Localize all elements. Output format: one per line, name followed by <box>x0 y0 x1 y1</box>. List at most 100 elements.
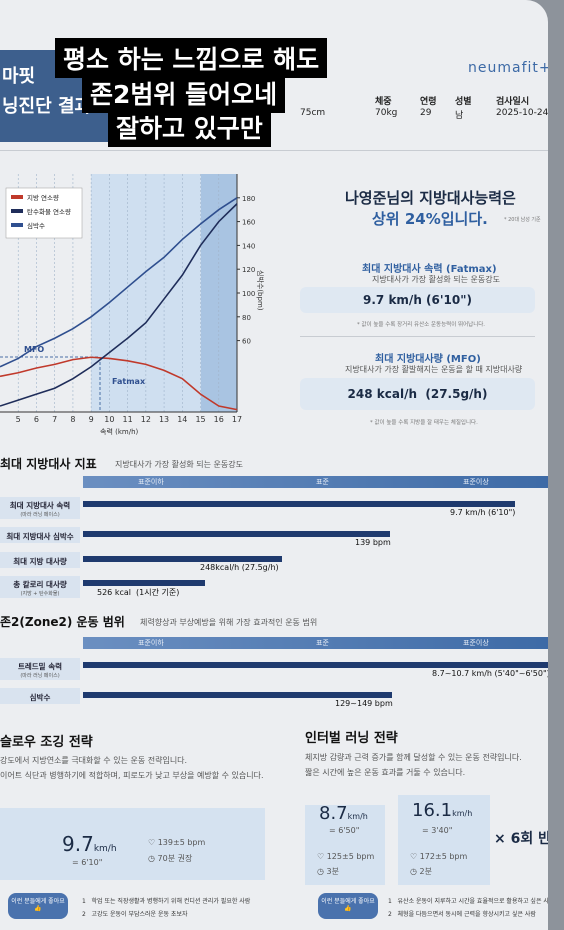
row-label: 최대 지방 대사량 <box>0 552 80 568</box>
bar <box>83 580 205 586</box>
level-label: 표준이상 <box>463 639 489 647</box>
legend-swatch <box>11 209 23 213</box>
row-label-sub: (마라 러닝 페이스) <box>20 673 60 679</box>
time-text: 70분 권장 <box>157 854 193 863</box>
x-tick-label: 12 <box>141 415 151 424</box>
row-value: 8.7~10.7 km/h (5'40"~6'50") <box>432 669 548 678</box>
y-tick-label: 60 <box>242 338 251 346</box>
field-value: 29 <box>420 108 432 118</box>
interval-speed: 16.1km/h <box>412 800 472 821</box>
summary-line: 나영준님의 지방대사능력은 <box>345 189 516 207</box>
chart: 5 6 7 8 9 10 11 12 13 14 15 16 17 60 80 100 120 140 160 180… <box>0 174 265 436</box>
row-label: 총 칼로리 대사량 (지방 + 탄수화물) <box>0 576 80 598</box>
fatmax-note: * 값이 높을 수록 장거리 유산소 운동능력이 뛰어납니다. <box>357 322 486 328</box>
fatmax-value: 9.7 km/h (6'10") <box>300 287 535 313</box>
hr-text: 172±5 bpm <box>419 852 468 861</box>
y-axis-label: 심박수(bpm) <box>256 270 265 311</box>
level-label: 표준이하 <box>138 478 164 486</box>
logo: neumafit+ <box>468 60 548 76</box>
level-label: 표준이하 <box>138 639 164 647</box>
level-label: 표준이상 <box>463 478 489 486</box>
field-label: 체중 <box>375 97 392 107</box>
x-tick-label: 16 <box>214 415 224 424</box>
x-tick-label: 5 <box>16 415 21 424</box>
slow-hr: ♡ 139±5 bpm <box>148 838 206 847</box>
mfo-title: 최대 지방대사량 (MFO) <box>375 354 481 365</box>
x-axis-label: 속력 (km/h) <box>100 428 139 436</box>
section-subtitle: 지방대사가 가장 활성화 되는 운동강도 <box>115 460 243 469</box>
x-tick-label: 13 <box>159 415 169 424</box>
slow-speed: 9.7km/h <box>62 832 117 856</box>
summary-rank: 상위 24%입니다. <box>372 210 488 228</box>
series-line <box>0 203 238 407</box>
interval-pace: = 3'40" <box>422 826 453 835</box>
x-tick-label: 9 <box>89 415 94 424</box>
mfo-desc: 지방대사가 가장 활발해지는 운동을 할 때 지방대사량 <box>345 365 523 374</box>
time-text: 2분 <box>419 867 432 876</box>
mfo-value: 248 kcal/h (27.5g/h) <box>300 378 535 410</box>
speed-unit: km/h <box>347 812 368 821</box>
field-value: 2025-10-24 14 <box>496 108 548 118</box>
hr-text: 139±5 bpm <box>157 838 206 847</box>
x-tick-label: 15 <box>195 415 205 424</box>
row-label-text: 최대 지방대사 심박수 <box>6 532 74 541</box>
legend-label: 탄수화물 연소량 <box>27 207 71 216</box>
legend-swatch <box>11 223 23 227</box>
interval-time: ◷ 2분 <box>410 867 432 876</box>
brand: 마핏 <box>2 66 36 87</box>
section-title: 최대 지방대사 지표 <box>0 457 97 471</box>
hr-text: 125±5 bpm <box>326 852 375 861</box>
mfo-note: * 값이 높을 수록 지방을 잘 태우는 체질입니다. <box>370 420 478 426</box>
bar <box>83 692 392 698</box>
fit-item: 2 체형을 다듬으면서 동시에 근력을 향상시키고 싶은 사람 <box>388 911 536 918</box>
fit-item: 2 고강도 운동이 부담스러운 운동 초보자 <box>82 911 188 918</box>
row-value: 129~149 bpm <box>335 699 393 708</box>
series-line <box>0 356 238 411</box>
strategy-text: 이어트 식단과 병행하기에 적합하며, 피로도가 낮고 부상을 예방할 수 있습… <box>0 771 264 780</box>
interval-card <box>305 805 385 885</box>
fatmax-desc: 지방대사가 가장 활성화 되는 운동강도 <box>372 275 500 284</box>
x-tick-label: 14 <box>177 415 187 424</box>
legend-label: 심박수 <box>27 221 45 230</box>
fit-item: 1 유산소 운동이 지루하고 시간을 효율적으로 활용하고 싶은 사람 <box>388 898 548 905</box>
interval-speed: 8.7km/h <box>319 803 368 824</box>
bar <box>83 662 548 668</box>
x-tick-label: 8 <box>70 415 75 424</box>
y-tick-label: 140 <box>242 242 255 250</box>
interval-pace: = 6'50" <box>329 826 360 835</box>
annotation: MFO <box>24 345 44 354</box>
strategy-text: 강도에서 지방연소를 극대화할 수 있는 운동 전략입니다. <box>0 756 188 765</box>
row-label-text: 최대 지방대사 속력 <box>9 501 71 510</box>
level-label: 표준 <box>316 478 329 486</box>
slow-time: ◷ 70분 권장 <box>148 854 193 863</box>
x-tick-label: 10 <box>104 415 114 424</box>
x-tick-label: 7 <box>52 415 57 424</box>
overlay-line: 평소 하는 느낌으로 해도 <box>55 38 328 78</box>
strategy-title: 인터벌 러닝 전략 <box>305 731 398 746</box>
row-label-text: 최대 지방 대사량 <box>13 557 67 566</box>
zone-shade <box>91 174 201 412</box>
repeat: × 6회 반복 <box>494 831 548 847</box>
row-label-text: 트레드밀 속력 <box>17 662 62 671</box>
x-tick-label: 17 <box>232 415 242 424</box>
row-label-text: 총 칼로리 대사량 <box>13 580 67 589</box>
summary-note: * 20대 남성 기준 <box>504 217 541 223</box>
row-value: 526 kcal (1시간 기준) <box>97 588 180 597</box>
fatmax-title: 최대 지방대사 속력 (Fatmax) <box>362 264 497 275</box>
interval-time: ◷ 3분 <box>317 867 339 876</box>
row-label: 최대 지방대사 심박수 <box>0 527 80 543</box>
legend-swatch <box>11 195 23 199</box>
slow-pace: = 6'10" <box>72 858 103 867</box>
series-line <box>0 197 238 368</box>
field-value: 75cm <box>300 108 326 118</box>
bar <box>83 531 390 537</box>
speed-unit: km/h <box>452 809 473 818</box>
annotation: Fatmax <box>112 377 146 386</box>
y-tick-label: 100 <box>242 290 255 298</box>
strategy-text: 체지방 감량과 근력 증가를 함께 달성할 수 있는 운동 전략입니다. <box>305 753 522 762</box>
y-tick-label: 160 <box>242 219 255 227</box>
row-label-text: 심박수 <box>29 693 51 702</box>
fit-item: 1 학업 또는 직장생활과 병행하기 위해 컨디션 관리가 필요한 사람 <box>82 898 251 905</box>
field-label: 연령 <box>420 97 437 107</box>
